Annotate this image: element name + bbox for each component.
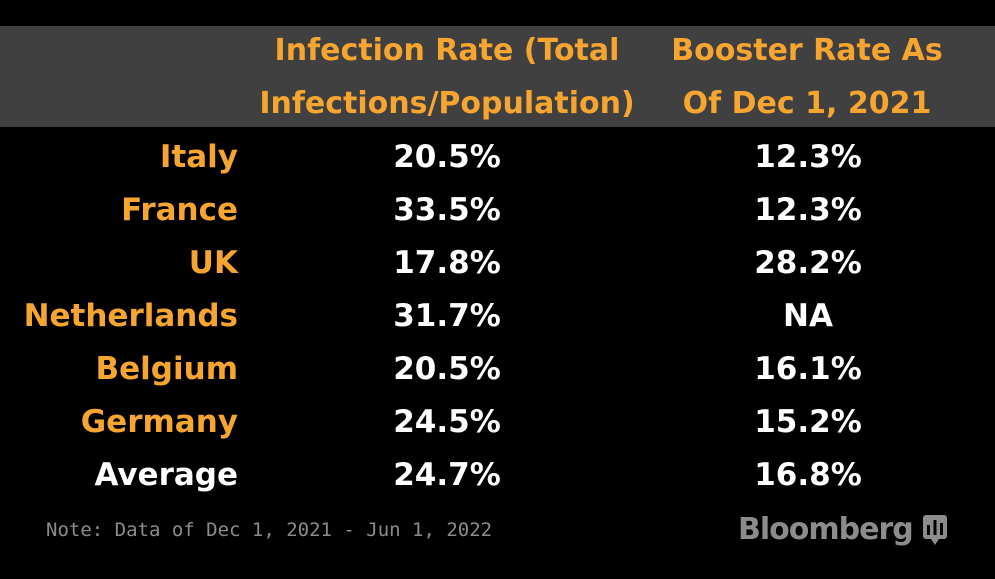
column-header-line: Infection Rate (Total (274, 32, 620, 68)
footnote: Note: Data of Dec 1, 2021 - Jun 1, 2022 (46, 519, 493, 541)
table-row: Belgium 20.5% 16.1% (0, 342, 995, 395)
infection-rate-value: 24.5% (393, 403, 501, 440)
table-header: Infection Rate (Total Infections/Populat… (0, 26, 995, 127)
booster-rate-value: 28.2% (754, 244, 862, 281)
row-label: France (121, 191, 238, 228)
row-label: Netherlands (23, 297, 238, 334)
table-row: Germany 24.5% 15.2% (0, 395, 995, 448)
source-logo-text: Bloomberg (738, 512, 914, 547)
table-row-average: Average 24.7% 16.8% (0, 448, 995, 501)
booster-rate-value: 16.1% (754, 350, 862, 387)
column-header-line: Of Dec 1, 2021 (682, 85, 932, 121)
row-label-average: Average (94, 456, 238, 493)
row-label: UK (188, 244, 238, 281)
infection-rate-value: 20.5% (393, 138, 501, 175)
booster-rate-average: 16.8% (754, 456, 862, 493)
top-strip (0, 0, 995, 26)
booster-rate-value: 15.2% (754, 403, 862, 440)
infection-rate-value: 31.7% (393, 297, 501, 334)
bloomberg-chart-icon (922, 514, 947, 545)
booster-rate-value: 12.3% (754, 191, 862, 228)
column-header-line: Infections/Population) (259, 85, 635, 121)
table-row: France 33.5% 12.3% (0, 183, 995, 236)
row-label: Germany (80, 403, 238, 440)
column-header-infection-rate: Infection Rate (Total Infections/Populat… (240, 26, 654, 127)
booster-rate-value: 12.3% (754, 138, 862, 175)
column-header-line: Booster Rate As (671, 32, 943, 68)
source-logo: Bloomberg (738, 512, 947, 547)
table-row: UK 17.8% 28.2% (0, 236, 995, 289)
booster-rate-value: NA (783, 297, 833, 334)
infection-rate-value: 17.8% (393, 244, 501, 281)
infection-rate-value: 20.5% (393, 350, 501, 387)
infection-rate-average: 24.7% (393, 456, 501, 493)
row-label: Belgium (95, 350, 238, 387)
table-body: Italy 20.5% 12.3% France 33.5% 12.3% UK … (0, 130, 995, 501)
table-row: Netherlands 31.7% NA (0, 289, 995, 342)
infection-rate-value: 33.5% (393, 191, 501, 228)
column-header-booster-rate: Booster Rate As Of Dec 1, 2021 (654, 26, 960, 127)
row-label: Italy (159, 138, 238, 175)
table-row: Italy 20.5% 12.3% (0, 130, 995, 183)
